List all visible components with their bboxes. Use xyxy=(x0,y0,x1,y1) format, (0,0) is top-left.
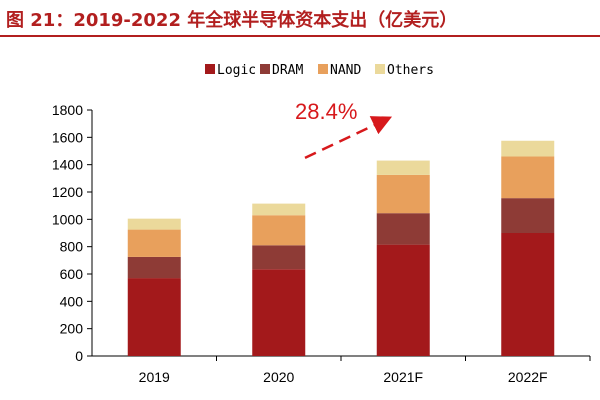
bar-nand-2020 xyxy=(252,215,306,246)
title-bar: 图 21：2019-2022 年全球半导体资本支出（亿美元） xyxy=(0,0,600,37)
bar-logic-2022f xyxy=(501,233,555,356)
y-tick-label: 0 xyxy=(75,348,83,364)
y-tick-label: 1000 xyxy=(52,211,83,227)
legend-swatch-dram xyxy=(260,64,270,74)
x-tick-label: 2019 xyxy=(139,369,170,385)
growth-label: 28.4% xyxy=(295,99,357,124)
y-tick-label: 200 xyxy=(60,321,84,337)
bar-nand-2019 xyxy=(127,229,181,257)
y-axis: 0 200 400 600 800 1000 1200 1400 1600 1800 xyxy=(52,102,93,364)
bar-others-2022f xyxy=(501,140,555,157)
legend-label-dram: DRAM xyxy=(272,63,303,78)
legend-swatch-logic xyxy=(205,64,215,74)
bar-others-2021f xyxy=(376,160,430,175)
x-tick-label: 2021F xyxy=(383,369,423,385)
bar-dram-2019 xyxy=(127,256,181,279)
bar-others-2020 xyxy=(252,203,306,216)
legend: Logic DRAM NAND Others xyxy=(205,63,434,78)
legend-swatch-nand xyxy=(318,64,328,74)
growth-annotation: 28.4% xyxy=(295,99,393,159)
y-tick-label: 1600 xyxy=(52,129,83,145)
y-tick-label: 1400 xyxy=(52,157,83,173)
y-tick-label: 1200 xyxy=(52,184,83,200)
bar-logic-2019 xyxy=(127,278,181,356)
y-tick-label: 400 xyxy=(60,293,84,309)
legend-label-others: Others xyxy=(387,63,434,78)
growth-arrow xyxy=(304,116,393,159)
legend-label-nand: NAND xyxy=(330,63,361,78)
bars xyxy=(127,140,555,356)
bar-logic-2020 xyxy=(252,269,306,356)
y-tick-label: 1800 xyxy=(52,102,83,118)
bar-dram-2021f xyxy=(376,213,430,245)
bar-dram-2022f xyxy=(501,198,555,233)
title-underline xyxy=(0,35,600,37)
y-tick-label: 800 xyxy=(60,239,84,255)
bar-dram-2020 xyxy=(252,245,306,270)
x-axis: 2019 2020 2021F 2022F xyxy=(92,355,591,385)
legend-swatch-others xyxy=(375,64,385,74)
bar-others-2019 xyxy=(127,218,181,230)
bar-nand-2022f xyxy=(501,156,555,199)
x-tick-label: 2020 xyxy=(263,369,294,385)
legend-label-logic: Logic xyxy=(217,63,256,78)
bar-nand-2021f xyxy=(376,174,430,214)
bar-logic-2021f xyxy=(376,244,430,356)
y-tick-label: 600 xyxy=(60,266,84,282)
x-tick-label: 2022F xyxy=(508,369,548,385)
chart-title: 图 21：2019-2022 年全球半导体资本支出（亿美元） xyxy=(6,10,458,31)
